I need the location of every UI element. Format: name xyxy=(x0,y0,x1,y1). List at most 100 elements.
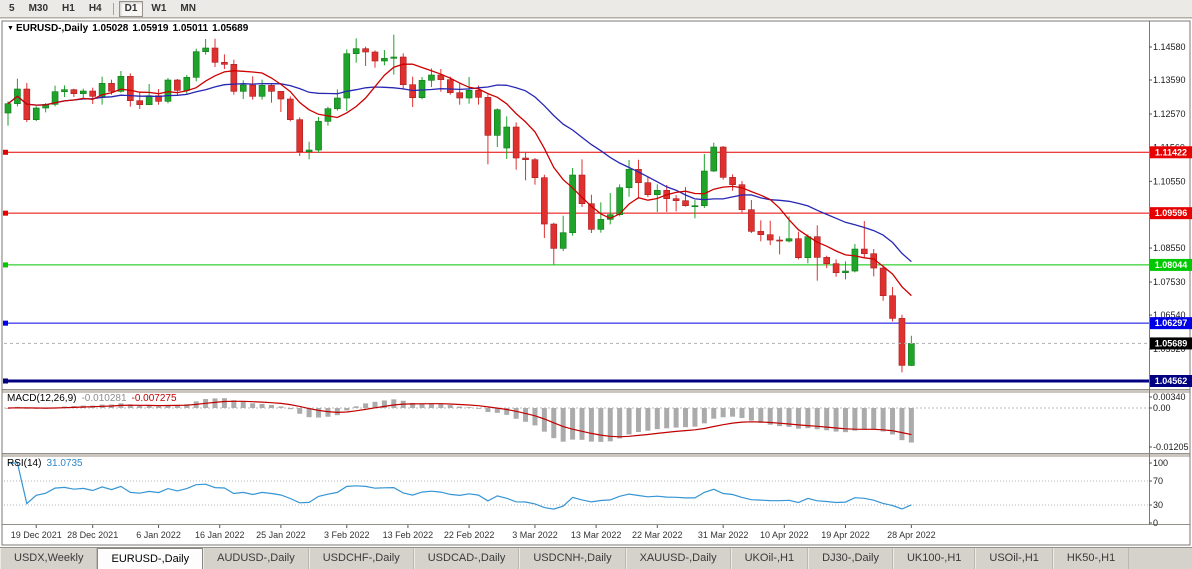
candle-body xyxy=(813,236,821,258)
svg-text:1.11422: 1.11422 xyxy=(1155,147,1187,157)
candle-body xyxy=(861,248,868,255)
rsi-axis[interactable]: 100 70 30 0 xyxy=(1149,458,1168,528)
timeframe-button-mn[interactable]: MN xyxy=(180,2,196,14)
chart-tab-bar: USDX,Weekly EURUSD-,Daily AUDUSD-,Daily USD… xyxy=(0,547,1192,569)
toolbar-separator xyxy=(112,2,114,15)
svg-text:3 Mar 2022: 3 Mar 2022 xyxy=(512,530,558,540)
candle-body xyxy=(89,90,96,97)
candle-body xyxy=(512,126,520,159)
candle-body xyxy=(98,83,106,97)
candle-body xyxy=(221,62,228,65)
candle-body xyxy=(117,76,125,92)
timeframe-button-w1[interactable]: W1 xyxy=(151,2,167,14)
line-anchor xyxy=(3,149,8,155)
candle-body xyxy=(729,177,736,185)
candle-body xyxy=(522,157,529,160)
candle-body xyxy=(381,58,388,62)
line-anchor xyxy=(3,378,8,384)
timeframe-button-d1[interactable]: D1 xyxy=(118,0,144,17)
candle-body xyxy=(428,74,435,81)
candle-body xyxy=(127,76,134,101)
chart-tab-usdx-weekly[interactable]: USDX,Weekly xyxy=(0,548,98,569)
candle-body xyxy=(268,85,275,92)
panel-splitter[interactable] xyxy=(2,453,1190,457)
candle-body xyxy=(494,109,501,136)
candle-body xyxy=(851,248,859,272)
chart-tab-usdchf-daily[interactable]: USDCHF-,Daily xyxy=(308,548,414,569)
svg-text:22 Feb 2022: 22 Feb 2022 xyxy=(444,530,495,540)
candle-body xyxy=(51,91,59,105)
svg-text:1.12570: 1.12570 xyxy=(1153,109,1186,119)
candle-body xyxy=(296,119,304,152)
line-anchor xyxy=(3,320,8,326)
candle-body xyxy=(418,80,426,98)
chart-tab-hk50-h1[interactable]: HK50-,H1 xyxy=(1052,548,1130,569)
candle-body xyxy=(672,198,680,201)
svg-text:13 Feb 2022: 13 Feb 2022 xyxy=(383,530,434,540)
svg-text:1.09596: 1.09596 xyxy=(1155,208,1188,218)
time-axis[interactable]: 19 Dec 2021 28 Dec 2021 6 Jan 2022 16 Jan 2… xyxy=(11,525,936,540)
candle-body xyxy=(701,170,708,206)
timeframe-button-h4[interactable]: H4 xyxy=(88,2,102,14)
candle-body xyxy=(682,200,689,206)
candle-body xyxy=(32,107,40,120)
svg-text:1.07530: 1.07530 xyxy=(1153,277,1186,287)
chart-tab-eurusd-daily[interactable]: EURUSD-,Daily xyxy=(97,548,204,569)
line-price-label: 1.08044 xyxy=(1150,258,1192,271)
candle-body xyxy=(136,100,144,105)
candle-body xyxy=(155,95,162,102)
svg-text:1.04562: 1.04562 xyxy=(1155,376,1188,386)
chart-tab-dj30-daily[interactable]: DJ30-,Daily xyxy=(808,548,893,569)
timeframe-button-m30[interactable]: M30 xyxy=(28,2,49,14)
candle-body xyxy=(503,126,511,149)
svg-text:70: 70 xyxy=(1153,476,1163,486)
candle-body xyxy=(202,47,209,52)
line-anchor xyxy=(3,262,8,268)
candle-body xyxy=(164,79,172,102)
svg-text:3 Feb 2022: 3 Feb 2022 xyxy=(324,530,370,540)
svg-text:1.13590: 1.13590 xyxy=(1153,75,1186,85)
chart-tab-ukoil-h1[interactable]: UKOil-,H1 xyxy=(730,548,809,569)
svg-text:0: 0 xyxy=(1153,518,1158,528)
candle-body xyxy=(286,98,294,120)
svg-text:28 Dec 2021: 28 Dec 2021 xyxy=(67,530,118,540)
svg-text:10 Apr 2022: 10 Apr 2022 xyxy=(760,530,809,540)
timeframe-button-h1[interactable]: H1 xyxy=(62,2,75,14)
line-price-label: 1.11422 xyxy=(1150,146,1192,159)
chart-tab-xauusd-daily[interactable]: XAUUSD-,Daily xyxy=(625,548,731,569)
svg-text:16 Jan 2022: 16 Jan 2022 xyxy=(195,530,245,540)
svg-text:1.06297: 1.06297 xyxy=(1155,318,1188,328)
panel-splitter[interactable] xyxy=(2,389,1190,393)
candle-body xyxy=(277,91,285,100)
chart-tab-usoil-h1[interactable]: USOil-,H1 xyxy=(975,548,1053,569)
candle-body xyxy=(531,159,539,178)
price-chart[interactable]: 1.145801.135901.125701.115601.105501.095… xyxy=(0,19,1192,547)
candle-body xyxy=(61,89,68,92)
candle-body xyxy=(334,97,341,109)
candle-body xyxy=(230,64,238,92)
line-price-label: 1.09596 xyxy=(1150,207,1192,220)
candle-body xyxy=(362,48,369,53)
candle-body xyxy=(343,53,351,99)
candle-body xyxy=(456,92,463,99)
candle-body xyxy=(192,51,200,78)
candle-body xyxy=(879,267,887,297)
candle-body xyxy=(559,232,567,249)
line-price-label: 1.06297 xyxy=(1150,317,1192,330)
timeframe-button-5[interactable]: 5 xyxy=(9,2,15,14)
chart-window[interactable]: 1.145801.135901.125701.115601.105501.095… xyxy=(0,19,1192,547)
candle-body xyxy=(766,234,774,241)
candle-body xyxy=(211,47,219,63)
svg-text:1.06540: 1.06540 xyxy=(1153,310,1186,320)
chart-plot-area[interactable] xyxy=(4,21,1149,389)
chart-tab-usdcad-daily[interactable]: USDCAD-,Daily xyxy=(413,548,520,569)
svg-text:1.10550: 1.10550 xyxy=(1153,176,1186,186)
candle-body xyxy=(352,48,360,54)
candle-body xyxy=(258,85,266,97)
chart-tab-uk100-h1[interactable]: UK100-,H1 xyxy=(892,548,976,569)
svg-text:25 Jan 2022: 25 Jan 2022 xyxy=(256,530,306,540)
candle-body xyxy=(409,84,416,98)
chart-tab-audusd-daily[interactable]: AUDUSD-,Daily xyxy=(203,548,309,569)
chart-tab-usdcnh-daily[interactable]: USDCNH-,Daily xyxy=(519,548,626,569)
